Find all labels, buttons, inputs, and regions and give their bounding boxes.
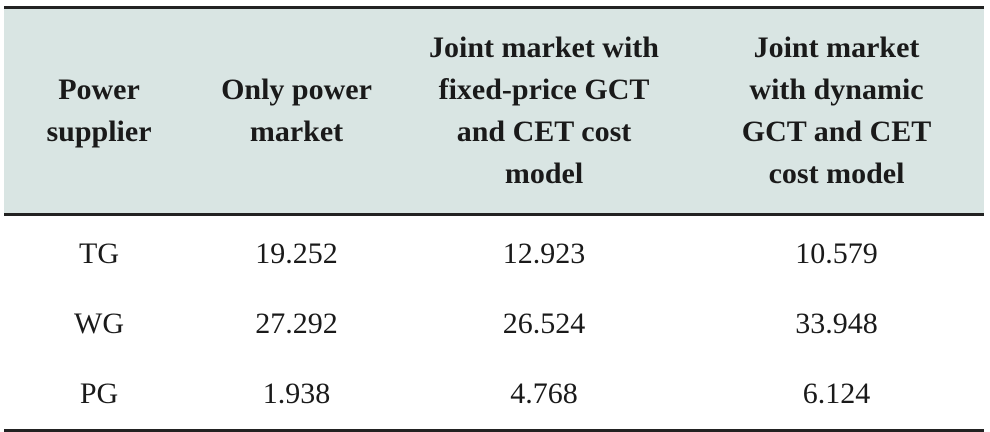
header-power-supplier: Power supplier [46, 73, 152, 148]
table-header: Power supplier Only power market Joint m… [4, 7, 984, 215]
table-body: TG 19.252 12.923 10.579 WG 27.292 26.524… [4, 215, 984, 431]
cell-value: 26.524 [502, 307, 586, 340]
table-row: WG 27.292 26.524 33.948 [4, 289, 984, 359]
header-joint-dynamic: Joint market with dynamic GCT and CET co… [741, 31, 932, 190]
cell-value: 27.292 [255, 307, 338, 340]
header-only-power-market: Only power market [221, 73, 372, 148]
cell-supplier: TG [79, 237, 119, 270]
cell-value: 12.923 [502, 237, 586, 270]
cell-supplier: PG [79, 377, 119, 410]
cell-supplier: WG [74, 307, 124, 340]
table-row: TG 19.252 12.923 10.579 [4, 215, 984, 290]
cell-value: 33.948 [795, 307, 878, 340]
header-row: Power supplier Only power market Joint m… [4, 7, 984, 215]
table-row: PG 1.938 4.768 6.124 [4, 359, 984, 431]
header-joint-fixed-price: Joint market with fixed-price GCT and CE… [429, 31, 659, 190]
cell-value: 1.938 [262, 377, 331, 410]
cell-value: 10.579 [795, 237, 878, 270]
data-table: Power supplier Only power market Joint m… [4, 6, 984, 432]
cell-value: 6.124 [802, 377, 871, 410]
cell-value: 19.252 [255, 237, 338, 270]
cell-value: 4.768 [510, 377, 578, 410]
